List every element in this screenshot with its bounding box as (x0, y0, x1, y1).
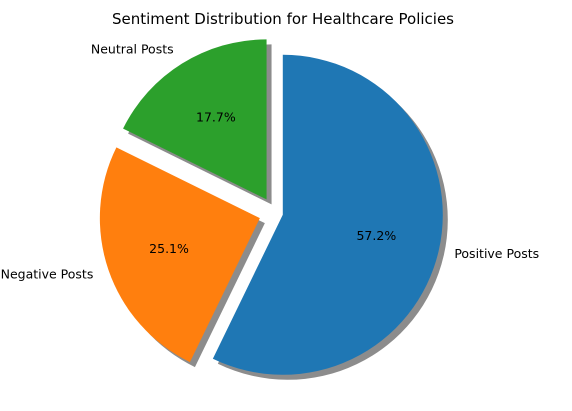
percent-label-negative-posts: 25.1% (149, 241, 189, 256)
slice-negative-posts (99, 147, 260, 363)
pie-slices (99, 39, 443, 375)
chart-title: Sentiment Distribution for Healthcare Po… (112, 10, 454, 28)
category-label-positive-posts: Positive Posts (454, 246, 539, 261)
slice-positive-posts (212, 54, 443, 375)
slice-neutral-posts (123, 39, 267, 200)
percent-label-positive-posts: 57.2% (356, 228, 396, 243)
category-label-neutral-posts: Neutral Posts (91, 41, 174, 56)
category-label-negative-posts: Negative Posts (1, 267, 94, 282)
pie-labels: 57.2% Positive Posts 25.1% Negative Posts 17… (1, 41, 540, 281)
percent-label-neutral-posts: 17.7% (196, 109, 236, 124)
